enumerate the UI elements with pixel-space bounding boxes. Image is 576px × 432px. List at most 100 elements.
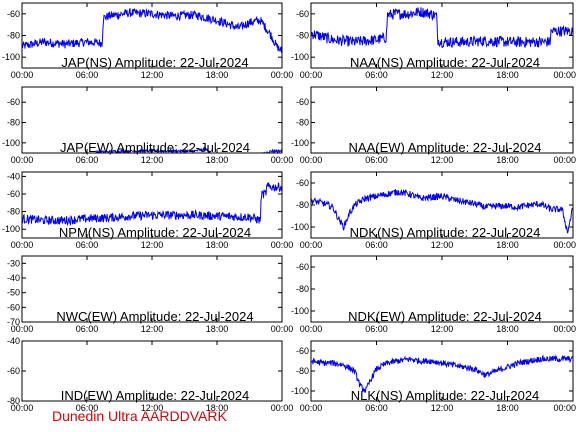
panel-0: -60 -80 -100 00:00 06:00 12:00 18:00 00:00 JAP(N… [2, 2, 294, 80]
y-tick-label-4-1: -60 [7, 189, 20, 199]
x-tick-label-4-1: 06:00 [76, 240, 99, 250]
panel-title-8: IND(EW) Amplitude: 22-Jul-2024 [61, 388, 250, 403]
x-tick-label-1-2: 12:00 [431, 70, 454, 80]
series-line-5-0 [311, 189, 573, 234]
y-tick-label-5-2: -100 [291, 222, 309, 232]
x-tick-label-5-3: 18:00 [496, 240, 519, 250]
x-tick-label-0-3: 18:00 [206, 70, 229, 80]
x-tick-label-4-2: 12:00 [141, 240, 164, 250]
y-tick-label-0-2: -100 [2, 52, 20, 62]
series-line-9-0 [311, 354, 573, 393]
y-tick-label-5-1: -80 [296, 200, 309, 210]
y-tick-label-9-1: -80 [296, 366, 309, 376]
footer-label: Dunedin Ultra AARDDVARK [52, 408, 227, 424]
panel-title-5: NDK(NS) Amplitude: 22-Jul-2024 [350, 225, 541, 240]
x-tick-label-7-4: 00:00 [553, 324, 576, 334]
panel-title-3: NAA(EW) Amplitude: 22-Jul-2024 [349, 140, 542, 155]
x-tick-label-8-1: 06:00 [76, 403, 99, 413]
x-tick-label-9-1: 06:00 [365, 403, 388, 413]
panel-title-6: NWC(EW) Amplitude: 22-Jul-2024 [56, 309, 253, 324]
x-tick-label-6-3: 18:00 [206, 324, 229, 334]
y-tick-label-0-0: -60 [7, 9, 20, 19]
x-tick-label-9-3: 18:00 [496, 403, 519, 413]
x-tick-label-1-0: 00:00 [300, 70, 323, 80]
panel-1: -60 -80 -100 00:00 06:00 12:00 18:00 00:00 NAA(N… [291, 2, 576, 80]
x-tick-label-5-2: 12:00 [431, 240, 454, 250]
x-tick-label-3-1: 06:00 [365, 155, 388, 165]
x-tick-label-9-4: 00:00 [553, 403, 576, 413]
x-tick-label-0-2: 12:00 [141, 70, 164, 80]
y-tick-label-7-1: -80 [296, 284, 309, 294]
x-tick-label-7-3: 18:00 [496, 324, 519, 334]
y-tick-label-3-1: -80 [296, 118, 309, 128]
x-tick-label-3-2: 12:00 [431, 155, 454, 165]
y-tick-label-9-2: -100 [291, 386, 309, 396]
y-tick-label-2-2: -100 [2, 138, 20, 148]
x-tick-label-5-4: 00:00 [553, 240, 576, 250]
x-tick-label-4-4: 00:00 [271, 240, 294, 250]
x-tick-label-4-3: 18:00 [206, 240, 229, 250]
y-tick-label-7-2: -100 [291, 306, 309, 316]
y-tick-label-7-0: -60 [296, 262, 309, 272]
x-tick-label-0-4: 00:00 [271, 70, 294, 80]
x-tick-label-9-0: 00:00 [300, 403, 323, 413]
panel-7: -60 -80 -100 00:00 06:00 12:00 18:00 00:00 NDK(E… [291, 255, 576, 334]
x-tick-label-2-4: 00:00 [271, 155, 294, 165]
x-tick-label-7-2: 12:00 [431, 324, 454, 334]
panel-9: -60 -80 -100 00:00 06:00 12:00 18:00 00:00 NLK(N… [291, 340, 576, 413]
y-tick-label-6-4: -70 [7, 317, 20, 327]
x-tick-label-2-2: 12:00 [141, 155, 164, 165]
x-tick-label-2-0: 00:00 [11, 155, 34, 165]
y-tick-label-1-0: -60 [296, 9, 309, 19]
y-tick-label-2-1: -80 [7, 118, 20, 128]
y-tick-label-5-0: -60 [296, 178, 309, 188]
x-tick-label-7-1: 06:00 [365, 324, 388, 334]
panel-title-4: NPM(NS) Amplitude: 22-Jul-2024 [59, 225, 251, 240]
x-tick-label-5-1: 06:00 [365, 240, 388, 250]
x-tick-label-3-3: 18:00 [496, 155, 519, 165]
x-tick-label-2-1: 06:00 [76, 155, 99, 165]
y-tick-label-6-2: -50 [7, 288, 20, 298]
y-tick-label-9-0: -60 [296, 346, 309, 356]
x-tick-label-4-0: 00:00 [11, 240, 34, 250]
series-line-1-0 [311, 7, 573, 49]
x-tick-label-6-0: 00:00 [11, 324, 34, 334]
x-tick-label-1-1: 06:00 [365, 70, 388, 80]
x-tick-label-0-1: 06:00 [76, 70, 99, 80]
y-tick-label-3-2: -100 [291, 138, 309, 148]
x-tick-label-6-4: 00:00 [271, 324, 294, 334]
y-tick-label-8-2: -80 [7, 396, 20, 406]
y-tick-label-6-1: -40 [7, 273, 20, 283]
x-tick-label-8-4: 00:00 [271, 403, 294, 413]
panel-3: -60 -80 -100 00:00 06:00 12:00 18:00 00:00 NAA(E… [291, 86, 576, 165]
x-tick-label-8-2: 12:00 [141, 403, 164, 413]
panel-title-2: JAP(EW) Amplitude: 22-Jul-2024 [60, 140, 250, 155]
y-tick-label-8-1: -60 [7, 366, 20, 376]
panel-4: -40 -60 -80 -100 00:00 06:00 12:00 18:00 00:00 NP… [2, 171, 293, 250]
y-tick-label-0-1: -80 [7, 31, 20, 41]
panel-2: -60 -80 -100 00:00 06:00 12:00 18:00 00:00 JAP(E… [2, 86, 294, 165]
y-tick-label-4-0: -40 [7, 171, 20, 181]
y-tick-label-6-3: -60 [7, 302, 20, 312]
x-tick-label-3-4: 00:00 [553, 155, 576, 165]
x-tick-label-1-4: 00:00 [553, 70, 576, 80]
x-tick-label-1-3: 18:00 [496, 70, 519, 80]
x-tick-label-7-0: 00:00 [300, 324, 323, 334]
x-tick-label-0-0: 00:00 [11, 70, 34, 80]
x-tick-label-5-0: 00:00 [300, 240, 323, 250]
series-line-0-0 [22, 7, 282, 54]
y-tick-label-6-0: -30 [7, 258, 20, 268]
y-tick-label-1-1: -80 [296, 31, 309, 41]
x-tick-label-6-2: 12:00 [141, 324, 164, 334]
y-tick-label-3-0: -60 [296, 97, 309, 107]
x-tick-label-6-1: 06:00 [76, 324, 99, 334]
x-tick-label-8-0: 00:00 [11, 403, 34, 413]
x-tick-label-3-0: 00:00 [300, 155, 323, 165]
x-tick-label-9-2: 12:00 [431, 403, 454, 413]
panel-title-7: NDK(EW) Amplitude: 22-Jul-2024 [348, 309, 542, 324]
panel-title-0: JAP(NS) Amplitude: 22-Jul-2024 [61, 55, 248, 70]
series-line-4-0 [22, 182, 282, 227]
x-tick-label-8-3: 18:00 [206, 403, 229, 413]
